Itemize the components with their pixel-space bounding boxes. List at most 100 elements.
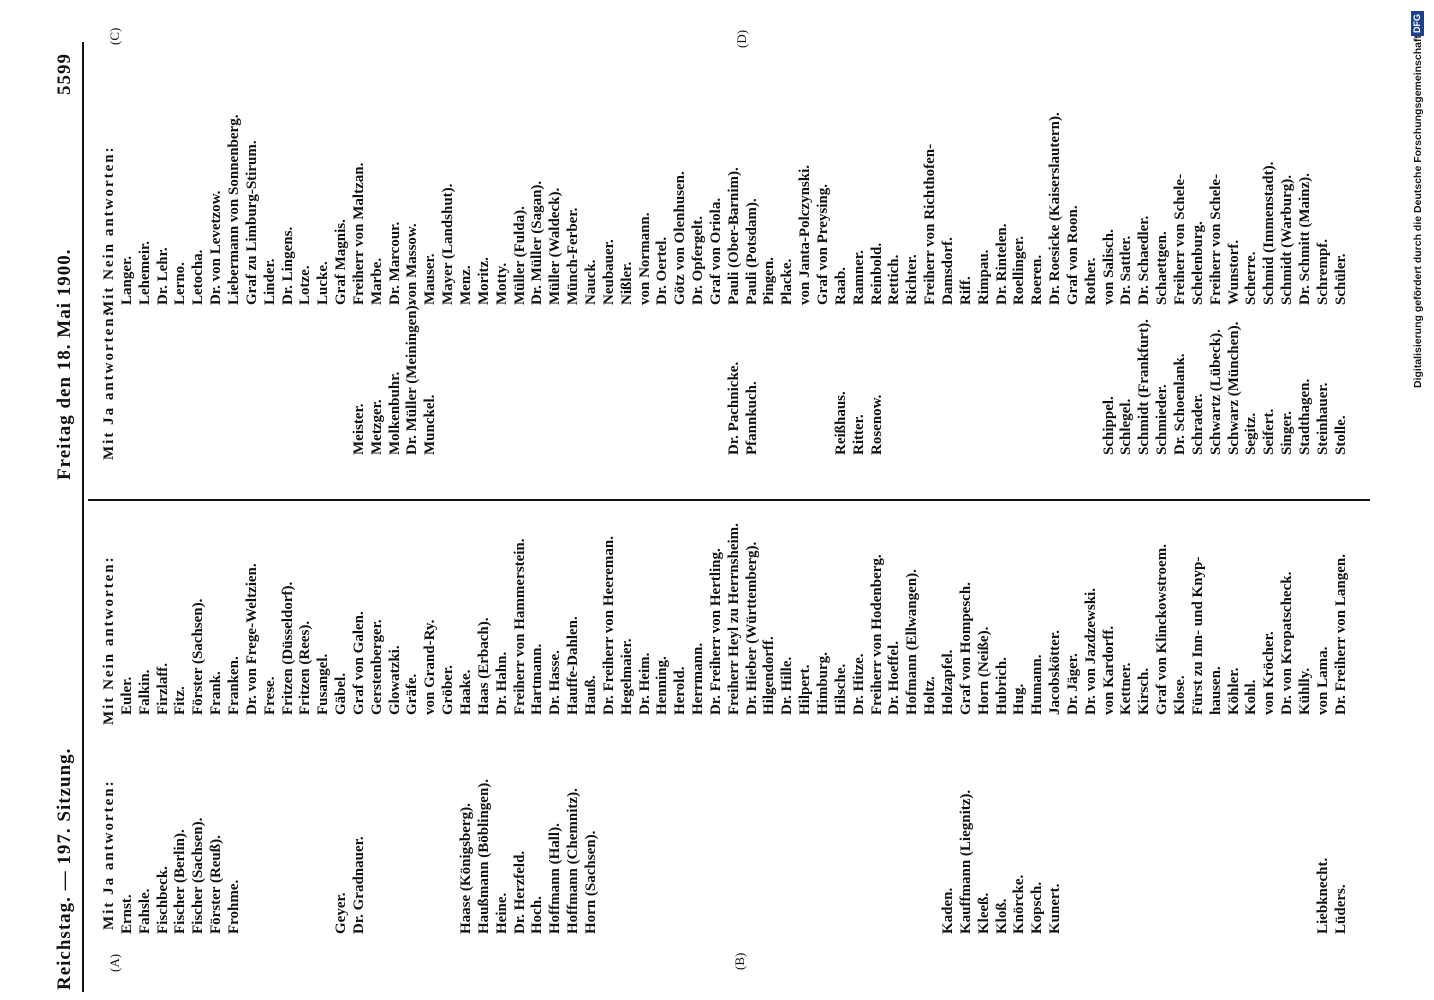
member-name: Pauli (Ober-Barnim). bbox=[725, 167, 742, 305]
member-name: Köhler. bbox=[1225, 667, 1242, 715]
member-name: Graf Magnis. bbox=[333, 219, 350, 305]
member-name: Kirsch. bbox=[1136, 667, 1153, 715]
member-name: Dr. Lehr. bbox=[154, 247, 171, 305]
page-number: 5599 bbox=[54, 53, 75, 95]
member-name: Hug. bbox=[1011, 683, 1028, 715]
member-name: Haase (Königsberg). bbox=[458, 803, 474, 934]
member-name: Scherre. bbox=[1243, 251, 1260, 305]
member-name: Dr. von Kropatscheck. bbox=[1279, 571, 1296, 715]
member-name: Hilpert. bbox=[797, 664, 814, 715]
member-name: Glowatzki. bbox=[386, 645, 403, 715]
member-name: Pfannkuch. bbox=[743, 381, 760, 455]
member-name: Graf von Klinckowstroem. bbox=[1154, 544, 1171, 715]
member-name: Kohl. bbox=[1243, 679, 1260, 715]
member-name: Freiherr von Schele- bbox=[1207, 173, 1224, 305]
member-name: Dr. von Jazdzewski. bbox=[1082, 588, 1099, 715]
member-name: Rettich. bbox=[886, 254, 903, 305]
member-name: Ernst. bbox=[118, 894, 135, 934]
member-name: Rosenow. bbox=[868, 394, 885, 455]
member-name: Damsdorf. bbox=[939, 237, 956, 305]
member-name: Schmid (Immenstadt). bbox=[1261, 161, 1278, 305]
member-name: Freiherr Heyl zu Herrnsheim. bbox=[725, 523, 742, 715]
member-name: Haake. bbox=[458, 669, 474, 715]
member-name: Kopsch. bbox=[1029, 881, 1046, 934]
member-name: von Kröcher. bbox=[1261, 631, 1278, 715]
member-name: Reinbold. bbox=[868, 242, 885, 305]
member-name: Hartmann. bbox=[529, 643, 546, 715]
member-name: Richter. bbox=[904, 254, 921, 305]
member-name: Dr. von Levetzow. bbox=[208, 190, 225, 305]
member-name: Fürst zu Inn- und Knyp- bbox=[1189, 556, 1206, 715]
member-name: Hauß. bbox=[582, 675, 599, 715]
column-heading: Mit Nein antworten: bbox=[101, 145, 117, 315]
member-name: Segitz. bbox=[1243, 412, 1260, 455]
member-name: Förster (Reuß). bbox=[208, 835, 225, 934]
member-name: Frohme. bbox=[225, 879, 242, 934]
member-name: Riff. bbox=[957, 276, 974, 305]
member-name: Hilsche. bbox=[832, 663, 849, 715]
member-name: Dr. Hasse. bbox=[547, 650, 564, 715]
member-name: Schmieder. bbox=[1154, 384, 1171, 455]
member-name: Dr. Schmitt (Mainz). bbox=[1296, 173, 1313, 305]
member-name: Pingen. bbox=[761, 257, 778, 305]
member-name: Frese. bbox=[261, 676, 278, 715]
credit-line: Digitalisierung gefördert durch die Deut… bbox=[1412, 35, 1424, 388]
member-name: Heine. bbox=[493, 892, 510, 934]
member-name: Schippel. bbox=[1100, 396, 1117, 455]
member-name: Dr. Hille. bbox=[779, 656, 796, 715]
member-name: Pauli (Potsdam). bbox=[743, 198, 760, 305]
member-name: Müller (Waldeck). bbox=[547, 187, 564, 305]
member-name: Dr. Pachnicke. bbox=[725, 361, 742, 455]
member-name: Letocha. bbox=[190, 249, 207, 305]
member-name: Dr. Herzfeld. bbox=[511, 850, 528, 934]
member-name: Freiherr von Richthofen- bbox=[922, 143, 939, 305]
member-name: Freiherr von Hammerstein. bbox=[511, 538, 528, 715]
member-name: Schwarz (München). bbox=[1225, 321, 1242, 455]
member-name: Marbe. bbox=[368, 257, 385, 305]
member-name: Meister. bbox=[350, 403, 367, 455]
member-name: Fitz. bbox=[172, 686, 189, 715]
member-name: Graf von Galen. bbox=[350, 611, 367, 715]
member-name: Haußmann (Böblingen). bbox=[475, 778, 492, 934]
member-name: Schaettgen. bbox=[1154, 231, 1171, 305]
member-name: Stadthagen. bbox=[1296, 378, 1313, 455]
member-name: Rimpau. bbox=[975, 249, 992, 305]
member-name: Lüders. bbox=[1332, 884, 1349, 934]
member-name: Dr. Hahn. bbox=[493, 651, 510, 715]
member-name: von Janta-Polczynski. bbox=[797, 164, 814, 305]
member-name: Dr. Gradnauer. bbox=[350, 836, 367, 934]
member-name: Münch-Ferber. bbox=[565, 207, 582, 305]
member-name: Dr. Müller (Meiningen). bbox=[404, 301, 421, 455]
member-name: Fritzen (Düsseldorf). bbox=[279, 581, 296, 715]
member-name: Lehemeir. bbox=[136, 240, 153, 305]
member-name: Graf von Roon. bbox=[1064, 205, 1081, 305]
member-name: von Grand-Ry. bbox=[422, 619, 439, 715]
member-name: Schrader. bbox=[1189, 393, 1206, 455]
member-name: Ramner. bbox=[850, 250, 867, 305]
member-name: Himburg. bbox=[815, 652, 831, 715]
member-name: Dr. Lingens. bbox=[279, 226, 296, 305]
member-name: von Lama. bbox=[1314, 646, 1331, 715]
member-name: Fischbeck. bbox=[154, 866, 171, 934]
header-center: Freitag den 18. Mai 1900. bbox=[54, 248, 75, 480]
member-name: Neubauer. bbox=[600, 239, 617, 305]
member-name: Molkenbuhr. bbox=[386, 371, 403, 455]
member-name: Singer. bbox=[1279, 410, 1296, 455]
member-name: Dr. Freiherr von Hertling. bbox=[707, 548, 724, 715]
member-name: Dr. Freiherr von Heereman. bbox=[600, 536, 617, 715]
member-name: Falkin. bbox=[136, 669, 153, 715]
member-name: Haas (Erbach). bbox=[475, 617, 492, 716]
member-name: Horn (Sachsen). bbox=[582, 830, 599, 934]
member-name: Liebknecht. bbox=[1314, 857, 1331, 934]
member-name: Kauffmann (Liegnitz). bbox=[957, 789, 974, 934]
member-name: Graf von Preysing. bbox=[815, 184, 831, 305]
member-name: Schwartz (Lübeck). bbox=[1207, 329, 1224, 455]
member-name: Klose. bbox=[1172, 675, 1188, 715]
member-name: Dr. Hoeffel. bbox=[886, 640, 903, 715]
member-name: Motty. bbox=[493, 262, 510, 305]
member-name: Gräfe. bbox=[404, 673, 421, 715]
member-name: Frank. bbox=[208, 671, 225, 715]
member-name: Horn (Neiße). bbox=[975, 626, 992, 715]
member-name: von Kardorff. bbox=[1100, 625, 1117, 715]
